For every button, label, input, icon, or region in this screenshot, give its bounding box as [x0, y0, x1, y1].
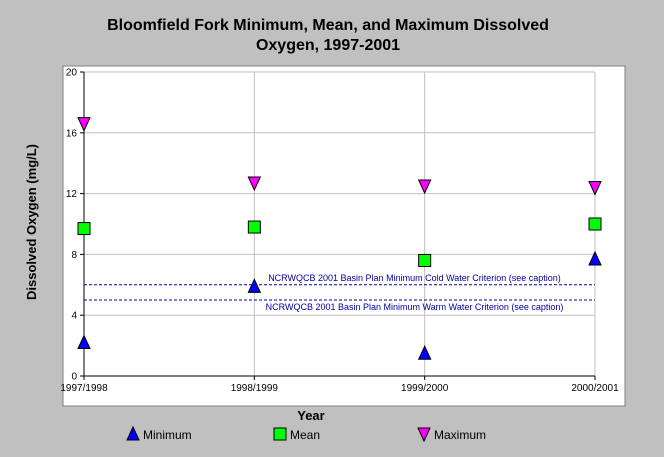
y-tick-label: 8: [71, 250, 77, 261]
minimum-point: [77, 334, 91, 350]
legend: Minimum Mean Maximum: [126, 425, 486, 443]
legend-label-maximum: Maximum: [434, 428, 486, 442]
legend-marker-mean: [273, 427, 287, 441]
y-tick-label: 16: [66, 128, 78, 139]
x-axis-title: Year: [297, 408, 324, 423]
minimum-point: [417, 345, 432, 360]
maximum-point: [247, 176, 262, 192]
mean-point: [588, 217, 602, 231]
mean-point: [247, 220, 261, 234]
y-axis-title: Dissolved Oxygen (mg/L): [24, 144, 39, 300]
legend-marker-minimum: [126, 425, 140, 441]
x-tick-label: 1997/1998: [60, 383, 108, 394]
y-tick-label: 0: [71, 372, 77, 383]
maximum-point: [588, 181, 602, 196]
maximum-point: [77, 117, 91, 132]
maximum-point: [417, 179, 432, 195]
y-tick-label: 4: [71, 311, 77, 322]
x-tick-label: 1998/1999: [231, 383, 279, 394]
minimum-point: [588, 250, 602, 266]
reference-line-label: NCRWQCB 2001 Basin Plan Minimum Warm Wat…: [266, 302, 564, 312]
legend-label-mean: Mean: [290, 428, 320, 442]
reference-line-label: NCRWQCB 2001 Basin Plan Minimum Cold Wat…: [268, 273, 561, 283]
mean-point: [77, 222, 91, 236]
plot-area: [62, 65, 626, 407]
mean-point: [418, 253, 432, 267]
y-tick-label: 12: [66, 189, 78, 200]
chart-title-line-2: Oxygen, 1997-2001: [256, 37, 400, 54]
x-tick-label: 2000/2001: [571, 383, 619, 394]
chart-title-line-1: Bloomfield Fork Minimum, Mean, and Maxim…: [107, 17, 549, 34]
x-tick-label: 1999/2000: [401, 383, 449, 394]
y-tick-label: 20: [66, 68, 78, 79]
legend-label-minimum: Minimum: [143, 428, 192, 442]
minimum-point: [247, 278, 262, 293]
legend-marker-maximum: [417, 427, 431, 443]
